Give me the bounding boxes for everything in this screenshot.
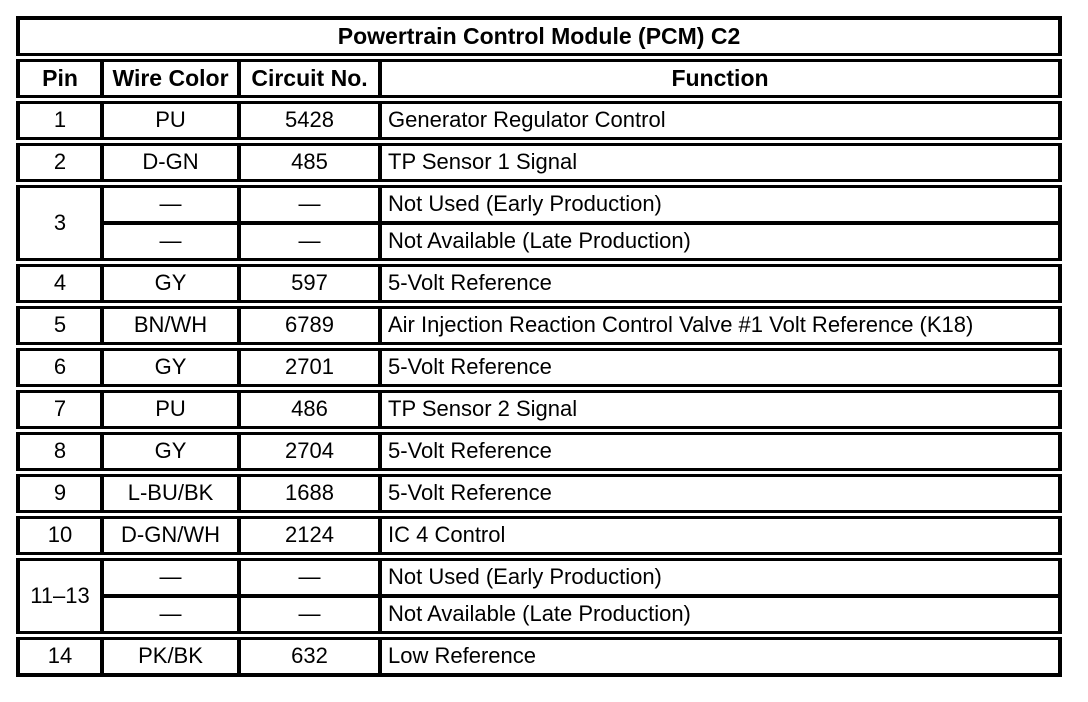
table-header-row: Pin Wire Color Circuit No. Function	[16, 53, 1062, 104]
function-cell: Air Injection Reaction Control Valve #1 …	[378, 300, 1062, 351]
circuit-no-cell: 2124	[237, 510, 382, 561]
circuit-no-cell: 632	[237, 631, 382, 677]
table-title: Powertrain Control Module (PCM) C2	[16, 16, 1062, 62]
wire-color-cell: GY	[100, 258, 241, 309]
circuit-no-cell: 5428	[237, 95, 382, 146]
table-row: 2 D-GN 485 TP Sensor 1 Signal	[16, 137, 1062, 188]
circuit-no-cell: 2704	[237, 426, 382, 477]
function-cell: Generator Regulator Control	[378, 95, 1062, 146]
function-cell: TP Sensor 2 Signal	[378, 384, 1062, 435]
pin-cell: 11–13	[16, 552, 104, 640]
circuit-no-cell: 6789	[237, 300, 382, 351]
pin-cell: 3	[16, 179, 104, 267]
column-header-wire: Wire Color	[100, 53, 241, 104]
table-row: 1 PU 5428 Generator Regulator Control	[16, 95, 1062, 146]
wire-color-cell: BN/WH	[100, 300, 241, 351]
wire-color-cell: L-BU/BK	[100, 468, 241, 519]
function-cell: Low Reference	[378, 631, 1062, 677]
wire-color-cell: PU	[100, 384, 241, 435]
table-row: 4 GY 597 5-Volt Reference	[16, 258, 1062, 309]
table-row: 7 PU 486 TP Sensor 2 Signal	[16, 384, 1062, 435]
function-cell: 5-Volt Reference	[378, 342, 1062, 393]
circuit-no-cell: —	[237, 594, 382, 640]
pin-cell: 6	[16, 342, 104, 393]
pin-cell: 7	[16, 384, 104, 435]
table-row: 14 PK/BK 632 Low Reference	[16, 631, 1062, 677]
wire-color-cell: GY	[100, 426, 241, 477]
wire-color-cell: —	[100, 179, 241, 225]
function-cell: 5-Volt Reference	[378, 426, 1062, 477]
table-row: 8 GY 2704 5-Volt Reference	[16, 426, 1062, 477]
pin-cell: 5	[16, 300, 104, 351]
pin-cell: 1	[16, 95, 104, 146]
circuit-no-cell: 486	[237, 384, 382, 435]
column-header-pin: Pin	[16, 53, 104, 104]
function-cell: 5-Volt Reference	[378, 258, 1062, 309]
column-header-function: Function	[378, 53, 1062, 104]
wire-color-cell: PU	[100, 95, 241, 146]
function-cell: TP Sensor 1 Signal	[378, 137, 1062, 188]
wire-color-cell: —	[100, 552, 241, 598]
table-row-group-start: 11–13 — — Not Used (Early Production)	[16, 552, 1062, 640]
table-row: 5 BN/WH 6789 Air Injection Reaction Cont…	[16, 300, 1062, 351]
function-cell: Not Available (Late Production)	[378, 594, 1062, 640]
wire-color-cell: —	[100, 221, 241, 267]
table-row: 6 GY 2701 5-Volt Reference	[16, 342, 1062, 393]
circuit-no-cell: —	[237, 552, 382, 598]
pin-cell: 10	[16, 510, 104, 561]
function-cell: Not Available (Late Production)	[378, 221, 1062, 267]
pin-cell: 8	[16, 426, 104, 477]
circuit-no-cell: 485	[237, 137, 382, 188]
circuit-no-cell: 2701	[237, 342, 382, 393]
table-title-row: Powertrain Control Module (PCM) C2	[16, 16, 1062, 62]
column-header-circuit: Circuit No.	[237, 53, 382, 104]
wire-color-cell: —	[100, 594, 241, 640]
wire-color-cell: PK/BK	[100, 631, 241, 677]
pin-cell: 14	[16, 631, 104, 677]
function-cell: IC 4 Control	[378, 510, 1062, 561]
table-row: 9 L-BU/BK 1688 5-Volt Reference	[16, 468, 1062, 519]
pin-cell: 4	[16, 258, 104, 309]
wire-color-cell: GY	[100, 342, 241, 393]
pin-cell: 9	[16, 468, 104, 519]
function-cell: Not Used (Early Production)	[378, 179, 1062, 225]
pcm-c2-pinout-table: Powertrain Control Module (PCM) C2 Pin W…	[16, 16, 1062, 677]
table-row-group-start: 3 — — Not Used (Early Production)	[16, 179, 1062, 267]
table-row-group-end: — — Not Available (Late Production)	[18, 594, 1062, 640]
function-cell: Not Used (Early Production)	[378, 552, 1062, 598]
function-cell: 5-Volt Reference	[378, 468, 1062, 519]
wire-color-cell: D-GN	[100, 137, 241, 188]
pin-cell: 2	[16, 137, 104, 188]
circuit-no-cell: 597	[237, 258, 382, 309]
circuit-no-cell: 1688	[237, 468, 382, 519]
circuit-no-cell: —	[237, 221, 382, 267]
wire-color-cell: D-GN/WH	[100, 510, 241, 561]
table-row-group-end: — — Not Available (Late Production)	[18, 221, 1062, 267]
circuit-no-cell: —	[237, 179, 382, 225]
table-row: 10 D-GN/WH 2124 IC 4 Control	[16, 510, 1062, 561]
